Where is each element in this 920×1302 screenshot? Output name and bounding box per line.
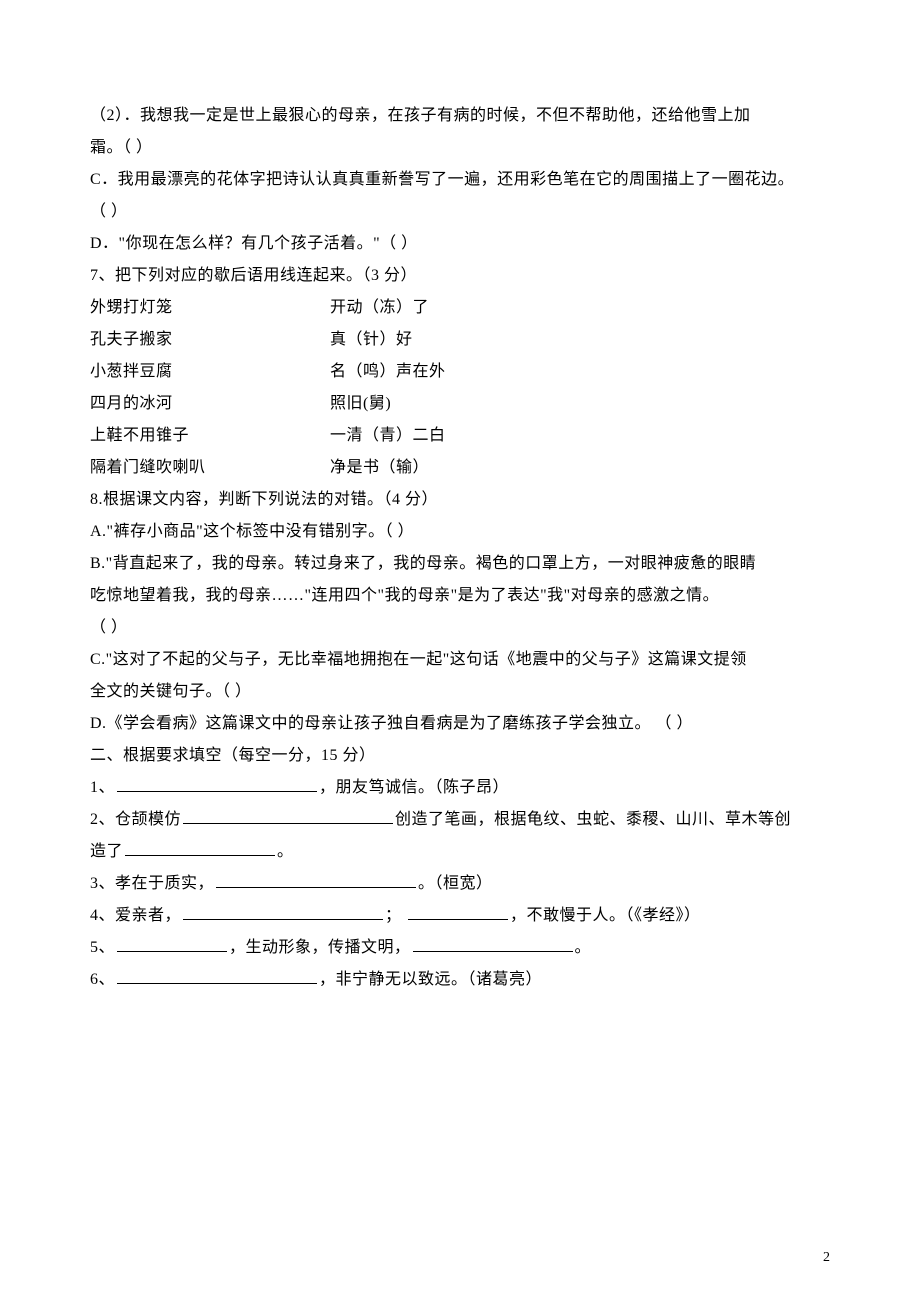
text: 4、爱亲者， <box>90 907 181 924</box>
match-left: 孔夫子搬家 <box>90 324 330 356</box>
blank <box>216 871 416 888</box>
q2-line-a: （2）．我想我一定是世上最狠心的母亲，在孩子有病的时候，不但不帮助他，还给他雪上… <box>90 100 830 132</box>
q8-c2: 全文的关键句子。（ ） <box>90 676 830 708</box>
match-right: 名（鸣）声在外 <box>330 356 830 388</box>
q8-d: D.《学会看病》这篇课文中的母亲让孩子独自看病是为了磨练孩子学会独立。 （ ） <box>90 708 830 740</box>
match-right: 净是书（输） <box>330 452 830 484</box>
blank <box>183 807 393 824</box>
q7-title: 7、把下列对应的歇后语用线连起来。（3 分） <box>90 260 830 292</box>
page-number: 2 <box>823 1244 830 1272</box>
sec2-l3: 3、孝在于质实， 。（桓宽） <box>90 868 830 900</box>
match-row: 孔夫子搬家 真（针）好 <box>90 324 830 356</box>
text: 2、仓颉模仿 <box>90 811 181 828</box>
sec2-l6: 6、 ，非宁静无以致远。（诸葛亮） <box>90 964 830 996</box>
sec2-l2a: 2、仓颉模仿 创造了笔画，根据龟纹、虫蛇、黍稷、山川、草木等创 <box>90 804 830 836</box>
blank <box>183 903 383 920</box>
match-row: 隔着门缝吹喇叭 净是书（输） <box>90 452 830 484</box>
match-right: 一清（青）二白 <box>330 420 830 452</box>
blank <box>125 839 275 856</box>
text: 创造了笔画，根据龟纹、虫蛇、黍稷、山川、草木等创 <box>395 811 791 828</box>
text: 6、 <box>90 971 115 988</box>
text: 3、孝在于质实， <box>90 875 214 892</box>
sec2-l2b: 造了 。 <box>90 836 830 868</box>
match-row: 四月的冰河 照旧(舅) <box>90 388 830 420</box>
sec2-l4: 4、爱亲者， ； ，不敢慢于人。（《孝经》） <box>90 900 830 932</box>
blank <box>408 903 508 920</box>
text: ，不敢慢于人。（《孝经》） <box>510 907 701 924</box>
match-left: 外甥打灯笼 <box>90 292 330 324</box>
text: 。（桓宽） <box>418 875 493 892</box>
blank <box>413 935 573 952</box>
q8-b1: B."背直起来了，我的母亲。转过身来了，我的母亲。褐色的口罩上方，一对眼神疲惫的… <box>90 548 830 580</box>
match-row: 小葱拌豆腐 名（鸣）声在外 <box>90 356 830 388</box>
blank <box>117 775 317 792</box>
match-right: 开动（冻）了 <box>330 292 830 324</box>
blank <box>117 935 227 952</box>
match-row: 上鞋不用锥子 一清（青）二白 <box>90 420 830 452</box>
text: 。 <box>575 939 592 956</box>
match-left: 小葱拌豆腐 <box>90 356 330 388</box>
match-left: 四月的冰河 <box>90 388 330 420</box>
text: 1、 <box>90 779 115 796</box>
sec2-l5: 5、 ，生动形象，传播文明， 。 <box>90 932 830 964</box>
match-right: 照旧(舅) <box>330 388 830 420</box>
match-left: 上鞋不用锥子 <box>90 420 330 452</box>
blank <box>117 967 317 984</box>
text: ； <box>385 907 402 924</box>
text: ，生动形象，传播文明， <box>229 939 411 956</box>
text: 造了 <box>90 843 123 860</box>
document-page: （2）．我想我一定是世上最狠心的母亲，在孩子有病的时候，不但不帮助他，还给他雪上… <box>0 0 920 1302</box>
q8-title: 8.根据课文内容，判断下列说法的对错。（4 分） <box>90 484 830 516</box>
match-left: 隔着门缝吹喇叭 <box>90 452 330 484</box>
sec2-l1: 1、 ，朋友笃诚信。（陈子昂） <box>90 772 830 804</box>
match-row: 外甥打灯笼 开动（冻）了 <box>90 292 830 324</box>
text: 。 <box>277 843 294 860</box>
match-right: 真（针）好 <box>330 324 830 356</box>
q8-a: A."裤存小商品"这个标签中没有错别字。（ ） <box>90 516 830 548</box>
qc-line-a: C．我用最漂亮的花体字把诗认认真真重新誊写了一遍，还用彩色笔在它的周围描上了一圈… <box>90 164 830 196</box>
q8-c1: C."这对了不起的父与子，无比幸福地拥抱在一起"这句话《地震中的父与子》这篇课文… <box>90 644 830 676</box>
q8-b3: （ ） <box>90 612 830 644</box>
qd-line: D．"你现在怎么样？有几个孩子活着。"（ ） <box>90 228 830 260</box>
sec2-title: 二、根据要求填空（每空一分，15 分） <box>90 740 830 772</box>
text: 5、 <box>90 939 115 956</box>
qc-line-b: （ ） <box>90 196 830 228</box>
text: ，非宁静无以致远。（诸葛亮） <box>319 971 542 988</box>
q8-b2: 吃惊地望着我，我的母亲……"连用四个"我的母亲"是为了表达"我"对母亲的感激之情… <box>90 580 830 612</box>
q2-line-b: 霜。（ ） <box>90 132 830 164</box>
text: ，朋友笃诚信。（陈子昂） <box>319 779 509 796</box>
